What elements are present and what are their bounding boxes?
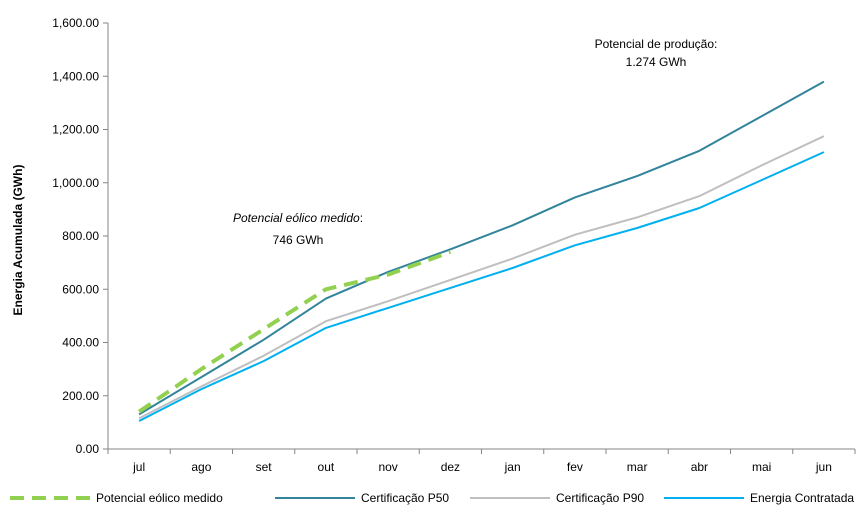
x-tick-label: jan xyxy=(504,460,521,474)
plot-area xyxy=(107,23,855,450)
series-layer xyxy=(137,80,825,422)
legend-label: Certificação P90 xyxy=(556,491,644,505)
svg-text:Potencial eólico medido:: Potencial eólico medido: xyxy=(233,211,363,225)
x-tick-label: out xyxy=(318,460,335,474)
annotation-eolico-label: Potencial eólico medido xyxy=(233,211,360,225)
legend: Potencial eólico medido Certificação P50 C… xyxy=(10,491,854,505)
y-tick-label: 800.00 xyxy=(62,229,99,243)
annotation-producao-value: 1.274 GWh xyxy=(626,55,687,69)
y-tick-label: 1,600.00 xyxy=(52,16,99,30)
y-tick-label: 1,200.00 xyxy=(52,123,99,137)
legend-label: Certificação P50 xyxy=(361,491,449,505)
annotation-eolico-value: 746 GWh xyxy=(273,233,324,247)
series-line-2 xyxy=(138,135,825,420)
x-tick-label: jun xyxy=(815,460,832,474)
x-tick-label: jul xyxy=(132,460,145,474)
legend-item: Energia Contratada xyxy=(664,491,854,505)
x-tick-label: abr xyxy=(691,460,708,474)
series-line-1 xyxy=(138,80,825,416)
y-tick-label: 200.00 xyxy=(62,389,99,403)
series-line-3 xyxy=(138,151,825,422)
y-tick-label: 400.00 xyxy=(62,336,99,350)
x-tick-label: mai xyxy=(752,460,771,474)
annotation-producao-label: Potencial de produção: xyxy=(595,37,718,51)
x-axis: jul ago set out nov dez jan fev mar abr mai jun xyxy=(107,449,856,474)
legend-item: Certificação P50 xyxy=(275,491,449,505)
y-tick-label: 1,000.00 xyxy=(52,176,99,190)
x-tick-label: nov xyxy=(378,460,397,474)
x-tick-label: fev xyxy=(567,460,583,474)
y-axis: 0.00 200.00 400.00 600.00 800.00 1,000.00 1,20… xyxy=(52,16,108,456)
x-tick-label: ago xyxy=(191,460,211,474)
y-axis-title: Energia Acumulada (GWh) xyxy=(11,165,25,316)
annotation-eolico-suffix: : xyxy=(360,211,363,225)
legend-label: Energia Contratada xyxy=(750,491,854,505)
legend-item: Certificação P90 xyxy=(470,491,644,505)
annotation-potencial-producao: Potencial de produção: 1.274 GWh xyxy=(595,37,718,69)
legend-label: Potencial eólico medido xyxy=(96,491,223,505)
series-line-0 xyxy=(137,250,452,414)
y-tick-label: 600.00 xyxy=(62,282,99,296)
annotation-potencial-eolico: Potencial eólico medido: 746 GWh xyxy=(233,211,363,247)
y-tick-label: 0.00 xyxy=(76,442,100,456)
y-tick-label: 1,400.00 xyxy=(52,69,99,83)
x-tick-label: dez xyxy=(441,460,460,474)
x-tick-label: set xyxy=(256,460,273,474)
legend-item: Potencial eólico medido xyxy=(10,491,223,505)
x-tick-label: mar xyxy=(627,460,648,474)
